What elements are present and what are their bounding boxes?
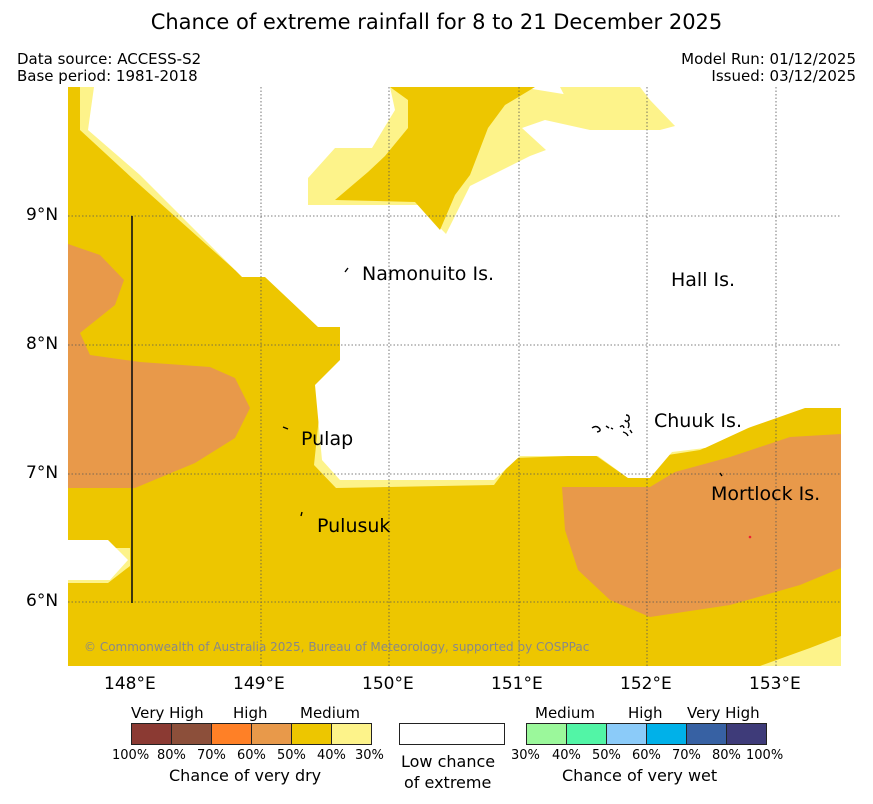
legend-dry-swatch: [131, 723, 172, 745]
legend-neutral-line1: Low chance: [401, 752, 496, 771]
issued-date: Issued: 03/12/2025: [711, 67, 856, 85]
legend-dry-pct: 40%: [317, 748, 346, 763]
legend-wet-swatch: [526, 723, 567, 745]
lon-tick: 150°E: [362, 674, 414, 694]
legend-dry-word: Very High: [131, 704, 204, 722]
lat-tick: 6°N: [26, 591, 59, 611]
legend-wet-swatch: [726, 723, 767, 745]
legend-dry-word: High: [233, 704, 268, 722]
legend-wet-caption: Chance of very wet: [562, 766, 718, 785]
islands: [282, 267, 723, 517]
legend-wet-pct: 80%: [712, 748, 741, 763]
label-namonuito: Namonuito Is.: [362, 263, 495, 285]
legend-dry-pct: 30%: [355, 748, 384, 763]
legend-wet-swatch: [606, 723, 647, 745]
pulap-island-mark: [282, 426, 289, 430]
label-pulusuk: Pulusuk: [317, 515, 391, 537]
pulusuk-island-mark: [300, 511, 303, 517]
high-chance-west-region: [68, 244, 250, 488]
map-title: Chance of extreme rainfall for 8 to 21 D…: [150, 10, 723, 34]
lon-tick: 153°E: [749, 674, 801, 694]
label-mortlock: Mortlock Is.: [711, 483, 821, 505]
chuuk-lagoon-islands: [591, 414, 633, 437]
legend-wet-pct: 60%: [632, 748, 661, 763]
legend-wet-swatch: [646, 723, 687, 745]
legend-wet-word: Very High: [687, 704, 760, 722]
legend-wet-pct: 70%: [672, 748, 701, 763]
legend-dry-pct: 70%: [197, 748, 226, 763]
lat-tick: 7°N: [26, 463, 59, 483]
lon-tick: 151°E: [491, 674, 543, 694]
data-source: Data source: ACCESS-S2: [17, 50, 202, 68]
label-pulap: Pulap: [301, 428, 354, 450]
legend-dry-swatch: [251, 723, 292, 745]
low-chance-left-white: [68, 540, 128, 580]
legend-wet-word: High: [628, 704, 663, 722]
legend-dry-pct: 80%: [157, 748, 186, 763]
lat-tick: 8°N: [26, 334, 59, 354]
legend-wet-pct: 40%: [552, 748, 581, 763]
legend-dry-pct: 100%: [112, 748, 150, 763]
legend-wet-swatch: [686, 723, 727, 745]
medium-chance-top-core: [335, 87, 535, 230]
legend-dry-word: Medium: [300, 704, 360, 722]
model-run: Model Run: 01/12/2025: [681, 50, 856, 68]
high-chance-east-region: [562, 434, 841, 617]
low-chance-region: [88, 87, 841, 480]
legend-dry-caption: Chance of very dry: [169, 766, 322, 785]
lat-tick: 9°N: [26, 205, 59, 225]
mortlock-island-mark: [719, 472, 723, 477]
legend-wet-pct: 50%: [592, 748, 621, 763]
lon-tick: 152°E: [620, 674, 672, 694]
map-area: [68, 87, 841, 666]
map-canvas: [68, 87, 841, 666]
legend-wet-swatch: [566, 723, 607, 745]
label-chuuk: Chuuk Is.: [654, 410, 742, 432]
base-period: Base period: 1981-2018: [17, 67, 198, 85]
legend-wet-pct: 30%: [511, 748, 540, 763]
low-chance-bottom-right: [760, 636, 841, 666]
copyright-note: © Commonwealth of Australia 2025, Bureau…: [84, 640, 590, 654]
legend-dry-swatch: [291, 723, 332, 745]
legend-wet-pct: 100%: [746, 748, 784, 763]
legend-dry-pct: 60%: [237, 748, 266, 763]
red-marker: [748, 535, 752, 539]
pale-top-right: [560, 87, 675, 130]
namonuito-island-mark: [344, 267, 349, 273]
legend-dry-swatch: [211, 723, 252, 745]
legend-dry-swatch: [171, 723, 212, 745]
lon-tick: 149°E: [233, 674, 285, 694]
legend-dry-swatch: [331, 723, 372, 745]
legend-dry-pct: 50%: [277, 748, 306, 763]
lon-tick: 148°E: [104, 674, 156, 694]
label-hall: Hall Is.: [671, 269, 736, 291]
legend-wet-word: Medium: [535, 704, 595, 722]
legend-neutral-line2: of extreme: [404, 773, 492, 792]
graticule: [68, 87, 841, 666]
legend-neutral-swatch: [399, 723, 505, 745]
